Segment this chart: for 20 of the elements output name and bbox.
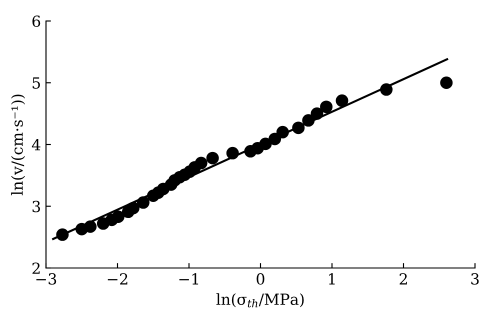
- x-tick-label: −3: [36, 273, 56, 285]
- point: [194, 156, 208, 170]
- point: [440, 76, 453, 89]
- y-tick-label: 4: [32, 138, 40, 150]
- x-axis-title: ln(σ$_{th}$/MPa): [216, 293, 304, 308]
- point: [112, 210, 124, 223]
- y-axis-title: ln(v/(cm·s⁻¹)): [11, 94, 26, 196]
- x-tick-label: −2: [108, 273, 128, 284]
- x-tick-label: 1: [329, 273, 335, 284]
- point: [336, 94, 348, 107]
- x-tick-label: 2: [400, 273, 407, 284]
- y-tick-label: 3: [32, 200, 40, 212]
- y-tick-label: 2: [32, 262, 40, 274]
- y-tick-label: 6: [32, 15, 40, 28]
- x-tick-label: 3: [471, 273, 479, 285]
- point: [320, 100, 333, 114]
- point: [206, 152, 219, 164]
- x-tick-label: −1: [179, 273, 198, 284]
- x-tick-label: 0: [256, 273, 264, 285]
- y-tick-label: 5: [32, 77, 40, 89]
